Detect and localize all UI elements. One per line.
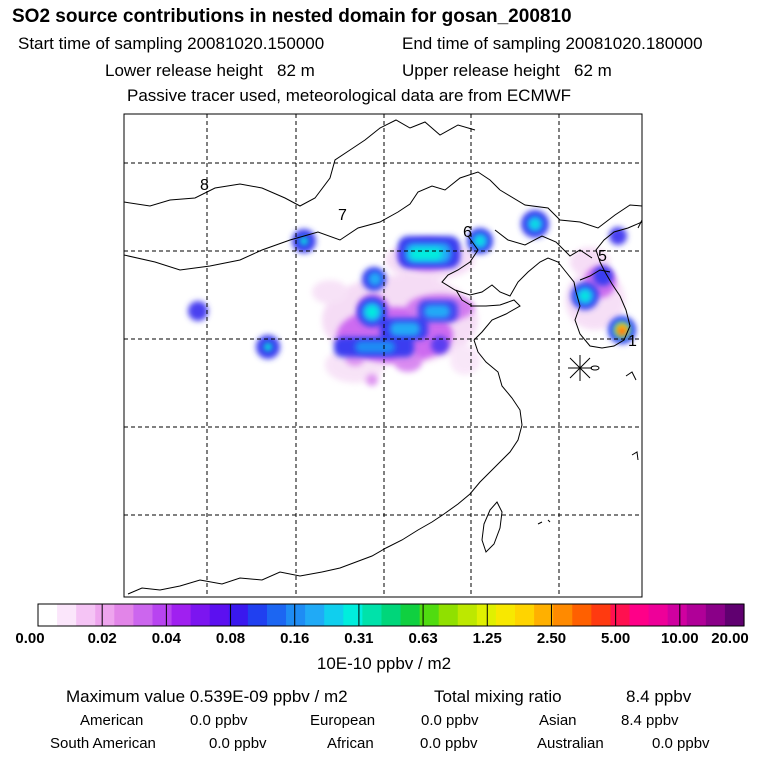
colorbar-swatch [400,604,421,626]
colorbar-swatch [343,604,363,626]
colorbar-tick-label: 1.25 [472,630,502,647]
colorbar-swatch [133,604,154,626]
colorbar-swatch [457,604,478,626]
colorbar-swatch [286,604,306,626]
colorbar-swatch [534,604,554,626]
map-frame [123,113,643,598]
colorbar-swatch [171,604,192,626]
source-value-asian: 8.4 ppbv [621,712,679,729]
region-label-1: 1 [628,333,637,350]
colorbar-swatch [190,604,211,626]
total-mixing-value: 8.4 ppbv [626,687,692,706]
colorbar-swatch [362,604,383,626]
page-title: SO2 source contributions in nested domai… [12,6,572,27]
colorbar-swatch [667,604,688,626]
source-value-european: 0.0 ppbv [421,712,479,729]
colorbar-swatch [438,604,459,626]
coastlines [124,119,642,595]
source-name-european: European [310,712,376,729]
source-value-australian: 0.0 ppbv [652,735,710,752]
colorbar-swatch [152,604,173,626]
colorbar-frame [37,603,745,627]
colorbar-tick-label: 0.16 [280,630,310,647]
colorbar-tick-label: 2.50 [536,630,567,647]
end-time-label: End time of sampling 20081020.180000 [402,34,703,53]
colorbar-tick-label: 0.31 [344,630,374,647]
colorbar-tick-label: 10.00 [661,630,699,647]
source-value-american: 0.0 ppbv [190,712,248,729]
colorbar-swatch [57,604,77,626]
colorbar-swatch [419,604,440,626]
colorbar-tick-label: 0.08 [215,630,246,647]
maximum-value: Maximum value 0.539E-09 ppbv / m2 [66,687,348,706]
colorbar-swatch [553,604,573,626]
colorbar-swatch [76,604,96,626]
start-time-label: Start time of sampling 20081020.150000 [18,34,325,53]
region-label-7: 7 [338,207,347,224]
colorbar-tick-label: 20.00 [711,630,749,647]
concentration-field [188,210,636,386]
total-mixing-label: Total mixing ratio [434,687,562,706]
colorbar-swatch [686,604,707,626]
colorbar-swatch [209,604,230,626]
colorbar-swatch [705,604,726,626]
colorbar-swatch [610,604,631,626]
colorbar-swatch [381,604,402,626]
colorbar-tick-label: 0.00 [15,630,45,647]
upper-release-height: Upper release height 62 m [402,61,612,80]
colorbar-swatch [648,604,669,626]
region-label-8: 8 [200,177,209,194]
grid-lines [124,114,642,597]
source-name-american: American [80,712,144,729]
colorbar-swatch [629,604,650,626]
region-label-6: 6 [463,224,472,241]
colorbar-swatch [591,604,612,626]
lower-release-height: Lower release height 82 m [105,61,315,80]
colorbar-tick-label: 0.02 [87,630,117,647]
colorbar-tick-label: 5.00 [601,630,631,647]
colorbar-swatch [324,604,344,626]
colorbar-swatch [515,604,535,626]
region-label-5: 5 [598,248,607,265]
source-value-african: 0.0 ppbv [420,735,478,752]
colorbar [37,603,745,627]
colorbar-unit: 10E-10 ppbv / m2 [316,654,452,673]
source-name-african: African [327,735,374,752]
colorbar-swatch [572,604,592,626]
colorbar-swatch [305,604,325,626]
tracer-info: Passive tracer used, meteorological data… [127,86,572,105]
source-name-asian: Asian [539,712,577,729]
colorbar-swatch [114,604,135,626]
source-name-south-american: South American [50,735,156,752]
colorbar-swatch [476,604,497,626]
source-value-south-american: 0.0 ppbv [209,735,267,752]
colorbar-swatch [38,604,58,626]
colorbar-tick-label: 0.04 [151,630,181,647]
source-name-australian: Australian [537,735,604,752]
colorbar-swatch [266,604,287,626]
colorbar-swatch [495,604,516,626]
colorbar-tick-label: 0.63 [408,630,438,647]
colorbar-swatch [95,604,115,626]
receptor-asterisk-icon [568,355,592,381]
colorbar-swatch [247,604,268,626]
colorbar-swatch [724,604,745,626]
colorbar-swatch [228,604,249,626]
